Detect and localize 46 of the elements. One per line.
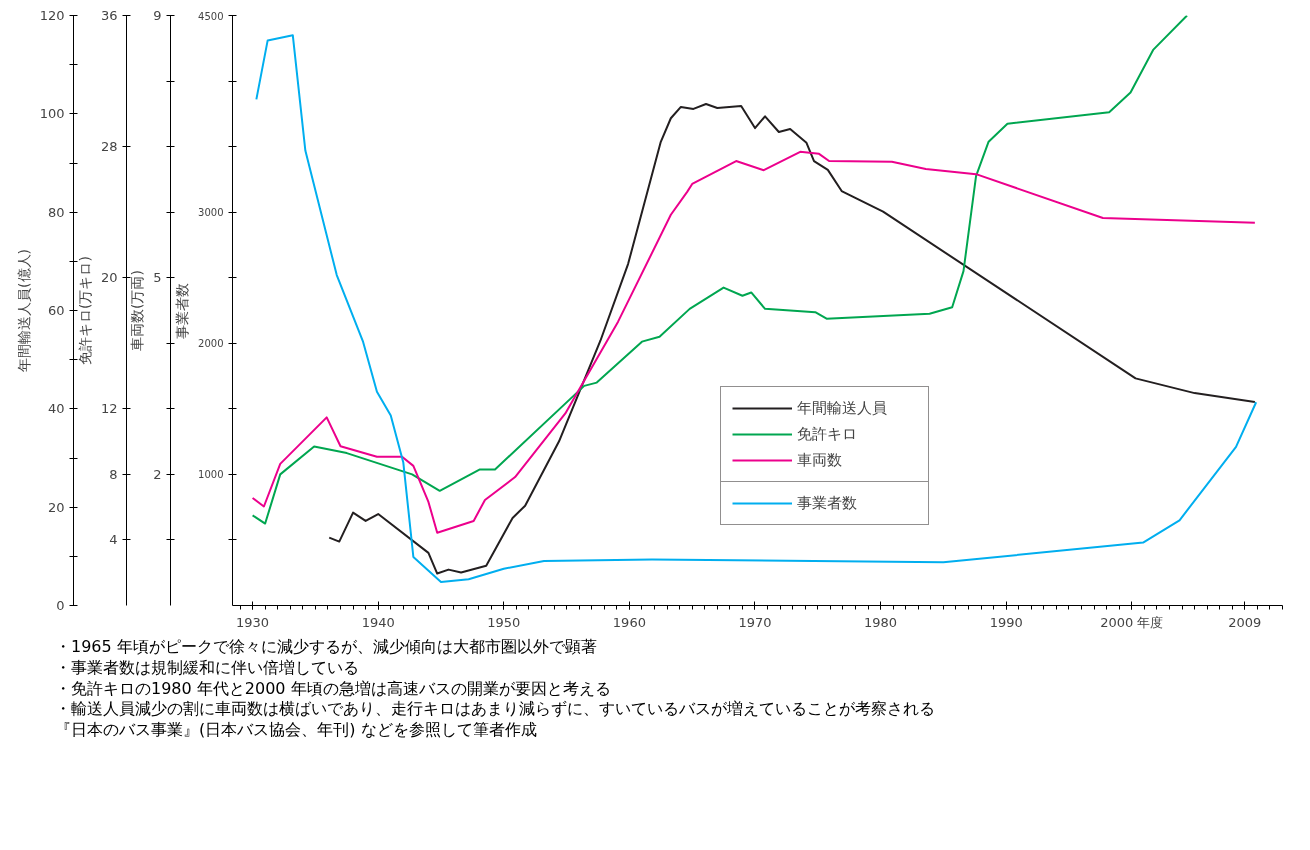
y3-axis-title: 車両数(万両) — [129, 270, 146, 351]
text: 『日本のバス事業』(日本バス協会、年刊) などを参照して筆者作成 — [55, 720, 537, 740]
text: ・1965 年頃がピークで徐々に減少するが、減少傾向は大都市圏以外で顕著 — [55, 637, 597, 656]
y-tick-label: 2000 — [198, 338, 224, 350]
y-tick-label: 0 — [56, 598, 65, 613]
y-axis-title: 年間輸送人員(億人) — [15, 249, 32, 372]
legend-label: 年間輸送人員 — [797, 398, 889, 418]
y-tick-label: 40 — [47, 401, 65, 417]
x-tick-label: 1970 — [738, 614, 772, 630]
line-series — [255, 34, 1258, 583]
y-tick-label: 1000 — [198, 469, 224, 481]
y3-tick-label: 9 — [153, 8, 162, 23]
y-tick-label: 60 — [47, 303, 65, 318]
line-series — [251, 15, 1189, 525]
y3-tick-label: 2 — [153, 466, 162, 482]
legend-label: 免許キロ — [797, 424, 859, 444]
line-series — [251, 150, 1256, 534]
y-tick-label: 4500 — [198, 10, 224, 22]
y-tick-label: 120 — [39, 8, 65, 23]
x-tick-label: 1940 — [361, 614, 395, 630]
y-tick-label: 3000 — [198, 207, 224, 219]
y-tick-label: 100 — [39, 106, 65, 122]
text: ・事業者数は規制緩和に伴い倍増している — [55, 657, 359, 677]
y2-tick-label: 8 — [109, 466, 118, 482]
y-tick-label: 80 — [47, 204, 65, 220]
y2-tick-label: 36 — [100, 8, 118, 23]
legend-label: 車両数 — [797, 450, 844, 470]
text: ・免許キロの1980 年代と2000 年頃の急増は高速バスの開業が要因と考える — [55, 678, 611, 698]
line-series — [328, 103, 1256, 575]
x-tick-label: 2009 — [1228, 614, 1262, 630]
y3-tick-label: 5 — [153, 270, 162, 286]
x-tick-label: 1950 — [487, 614, 521, 630]
x-tick-label: 1990 — [989, 614, 1023, 630]
x-tick-label: 1980 — [864, 614, 898, 630]
x-tick-label: 2000 年度 — [1100, 614, 1164, 630]
legend-label: 事業者数 — [797, 493, 859, 513]
x-tick-label: 1930 — [236, 614, 270, 630]
y2-tick-label: 4 — [109, 532, 118, 548]
y2-tick-label: 20 — [100, 270, 118, 286]
y2-tick-label: 12 — [100, 401, 118, 417]
y-tick-label: 20 — [47, 499, 65, 515]
text: ・輸送人員減少の割に車両数は横ばいであり、走行キロはあまり減らずに、すいているバスが増えていることが考察される — [55, 699, 935, 719]
y2-tick-label: 28 — [100, 139, 118, 155]
y2-axis-title: 免許キロ(万キロ) — [76, 256, 93, 365]
x-tick-label: 1960 — [612, 614, 646, 630]
y-axis-title: 事業者数 — [174, 282, 191, 339]
